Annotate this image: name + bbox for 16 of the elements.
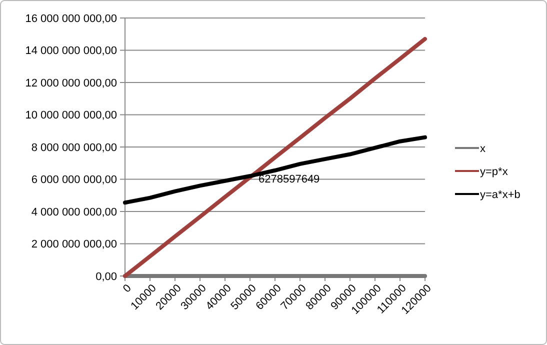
y-tick-label: 0,00 (96, 270, 117, 283)
legend-label: y=a*x+b (480, 188, 520, 201)
legend-label: x (480, 142, 486, 155)
y-tick-label: 10 000 000 000,00 (25, 110, 117, 122)
line-series (123, 36, 427, 278)
y-tick-label: 16 000 000 000,00 (25, 12, 117, 25)
y-tick-label: 4 000 000 000,00 (31, 206, 117, 218)
y-tick-label: 6 000 000 000,00 (31, 174, 117, 186)
annotation: 6278597649 (258, 173, 320, 186)
legend-label: y=p*x (480, 166, 508, 178)
line-series (123, 135, 427, 205)
x-tick-label: 0 (121, 282, 134, 296)
y-tick-label: 8 000 000 000,00 (31, 142, 117, 154)
y-tick-label: 2 000 000 000,00 (31, 238, 117, 251)
y-tick-label: 14 000 000 000,00 (25, 45, 117, 58)
y-tick-label: 12 000 000 000,00 (25, 77, 117, 90)
